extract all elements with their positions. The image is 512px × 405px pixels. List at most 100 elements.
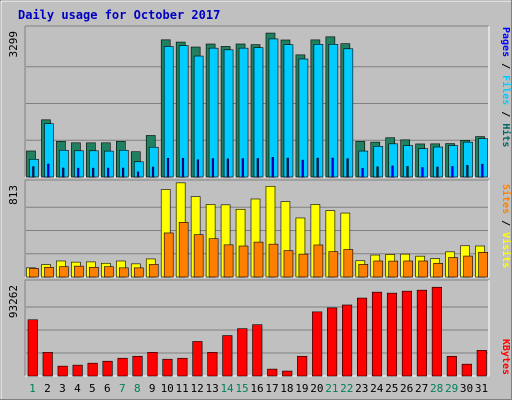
pages-bar-day-16 (256, 158, 259, 178)
kbytes-bar-day-22 (342, 304, 353, 377)
pages-bar-day-1 (32, 166, 35, 178)
pages-bar-day-9 (151, 166, 155, 178)
x-tick-label-day-9: 9 (149, 382, 156, 395)
x-tick-label-day-7: 7 (119, 382, 126, 395)
legend-entry: Pages (500, 27, 511, 57)
kbytes-bar-day-7 (117, 357, 128, 377)
x-tick-label-day-14: 14 (220, 382, 234, 395)
sites-bar-day-25 (388, 260, 399, 278)
x-tick-label-day-12: 12 (191, 382, 204, 395)
pages-bar-day-14 (226, 158, 229, 178)
sites-bar-day-20 (313, 244, 324, 278)
x-tick-label-day-24: 24 (370, 382, 384, 395)
panel-2-legend: Sites / Visits (500, 184, 512, 268)
sites-bar-day-18 (283, 250, 294, 278)
x-tick-label-day-28: 28 (430, 382, 443, 395)
sites-bar-day-31 (478, 251, 488, 278)
kbytes-bar-day-27 (416, 289, 427, 377)
kbytes-bar-day-28 (431, 286, 442, 377)
pages-bar-day-8 (136, 171, 140, 178)
pages-bar-day-3 (62, 167, 65, 178)
pages-bar-day-24 (376, 166, 379, 178)
x-tick-label-day-19: 19 (295, 382, 308, 395)
sites-bar-day-28 (433, 262, 443, 278)
legend-entry: Sites (500, 184, 512, 214)
legend-entry: Files (500, 75, 512, 105)
kbytes-bar-day-14 (222, 335, 233, 377)
panel-2-max-label: 813 (7, 185, 20, 205)
kbytes-bar-day-21 (327, 307, 338, 377)
x-tick-label-day-15: 15 (235, 382, 248, 395)
pages-bar-day-12 (196, 159, 200, 178)
x-tick-label-day-13: 13 (205, 382, 218, 395)
kbytes-bar-day-30 (461, 363, 472, 377)
kbytes-bar-day-23 (356, 297, 368, 377)
files-bar-day-22 (343, 48, 354, 178)
pages-bar-day-6 (107, 167, 110, 178)
pages-bar-day-26 (406, 166, 409, 178)
sites-bar-day-6 (104, 266, 114, 278)
pages-bar-day-2 (47, 163, 50, 178)
panel-1-max-label: 3299 (7, 31, 20, 58)
kbytes-bar-day-31 (476, 350, 487, 377)
kbytes-bar-day-20 (312, 311, 323, 377)
sites-bar-day-1 (29, 268, 39, 278)
kbytes-bar-day-18 (282, 370, 293, 377)
kbytes-bar-day-15 (237, 328, 248, 377)
sites-bar-day-7 (119, 267, 129, 278)
x-tick-label-day-21: 21 (325, 382, 338, 395)
files-bar-day-17 (268, 38, 279, 178)
sites-bar-day-15 (238, 245, 249, 278)
panel-3-legend: KBytes (500, 339, 511, 375)
kbytes-bar-day-19 (297, 355, 308, 377)
x-tick-label-day-20: 20 (310, 382, 323, 395)
files-bar-day-11 (178, 45, 189, 178)
sites-bar-day-11 (178, 222, 189, 278)
pages-bar-day-5 (92, 167, 95, 178)
x-tick-label-day-26: 26 (400, 382, 413, 395)
files-bar-day-16 (253, 47, 264, 178)
kbytes-bar-day-16 (252, 324, 263, 377)
sites-bar-day-29 (448, 257, 458, 278)
kbytes-bar-day-1 (27, 319, 38, 377)
sites-bar-day-23 (358, 264, 369, 278)
pages-bar-day-22 (346, 158, 349, 178)
legend-separator: / (500, 214, 511, 232)
x-tick-label-day-17: 17 (265, 382, 278, 395)
pages-bar-day-15 (241, 158, 244, 178)
sites-bar-day-10 (163, 232, 174, 278)
files-bar-day-14 (223, 49, 234, 178)
kbytes-bar-day-4 (72, 364, 83, 377)
sites-bar-day-16 (253, 241, 264, 278)
kbytes-bar-day-25 (386, 292, 398, 377)
kbytes-bar-day-17 (267, 368, 278, 377)
pages-bar-day-20 (316, 157, 319, 178)
legend-entry: KBytes (500, 339, 511, 375)
sites-bar-day-22 (343, 249, 354, 278)
pages-bar-day-28 (436, 166, 439, 178)
legend-separator: / (500, 57, 511, 75)
x-tick-label-day-5: 5 (89, 382, 96, 395)
pages-bar-day-21 (331, 157, 334, 178)
x-tick-label-day-6: 6 (104, 382, 111, 395)
sites-bar-day-27 (418, 260, 428, 278)
sites-bar-day-3 (59, 266, 69, 278)
kbytes-bar-day-29 (446, 355, 457, 377)
x-tick-label-day-30: 30 (460, 382, 473, 395)
sites-bar-day-24 (373, 260, 384, 278)
kbytes-bar-day-2 (42, 352, 53, 377)
x-tick-label-day-16: 16 (250, 382, 263, 395)
kbytes-bar-day-12 (192, 341, 203, 377)
x-tick-label-day-2: 2 (44, 382, 51, 395)
pages-bar-day-13 (211, 158, 215, 178)
kbytes-bar-day-26 (401, 290, 412, 377)
kbytes-bar-day-13 (207, 352, 218, 377)
kbytes-bar-day-5 (87, 362, 98, 377)
files-bar-day-12 (193, 55, 204, 178)
kbytes-bar-day-3 (57, 365, 68, 377)
kbytes-bar-day-9 (147, 352, 158, 377)
sites-bar-day-9 (148, 264, 159, 278)
x-tick-label-day-29: 29 (445, 382, 458, 395)
pages-bar-day-23 (361, 168, 364, 178)
